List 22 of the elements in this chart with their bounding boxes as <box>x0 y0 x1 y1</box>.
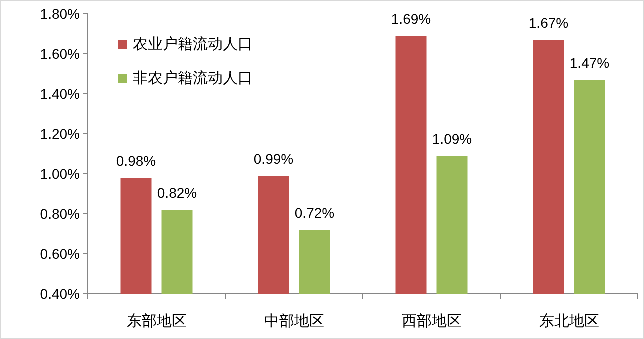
y-tick-label: 1.40% <box>40 86 80 102</box>
x-tick-label: 东部地区 <box>126 313 187 330</box>
y-tick-label: 0.60% <box>40 246 80 262</box>
x-tick-label: 东北地区 <box>539 313 600 330</box>
y-tick-label: 1.20% <box>40 126 80 142</box>
y-tick-label: 0.80% <box>40 206 80 222</box>
data-label: 0.72% <box>294 205 335 221</box>
data-label: 0.98% <box>116 153 156 169</box>
data-label: 0.82% <box>157 185 198 201</box>
data-label: 0.99% <box>254 151 294 167</box>
data-label: 1.69% <box>391 11 432 27</box>
data-label: 1.67% <box>528 15 569 31</box>
y-tick-label: 0.40% <box>40 286 80 302</box>
legend-label: 非农户籍流动人口 <box>133 70 253 87</box>
y-tick-label: 1.00% <box>40 166 80 182</box>
y-tick-label: 1.60% <box>40 46 80 62</box>
y-tick-label: 1.80% <box>40 6 80 22</box>
data-label: 1.09% <box>432 131 472 147</box>
data-label: 1.47% <box>570 55 610 71</box>
x-tick-label: 西部地区 <box>402 313 462 330</box>
legend-label: 农业户籍流动人口 <box>133 36 253 53</box>
x-tick-label: 中部地区 <box>264 313 324 330</box>
